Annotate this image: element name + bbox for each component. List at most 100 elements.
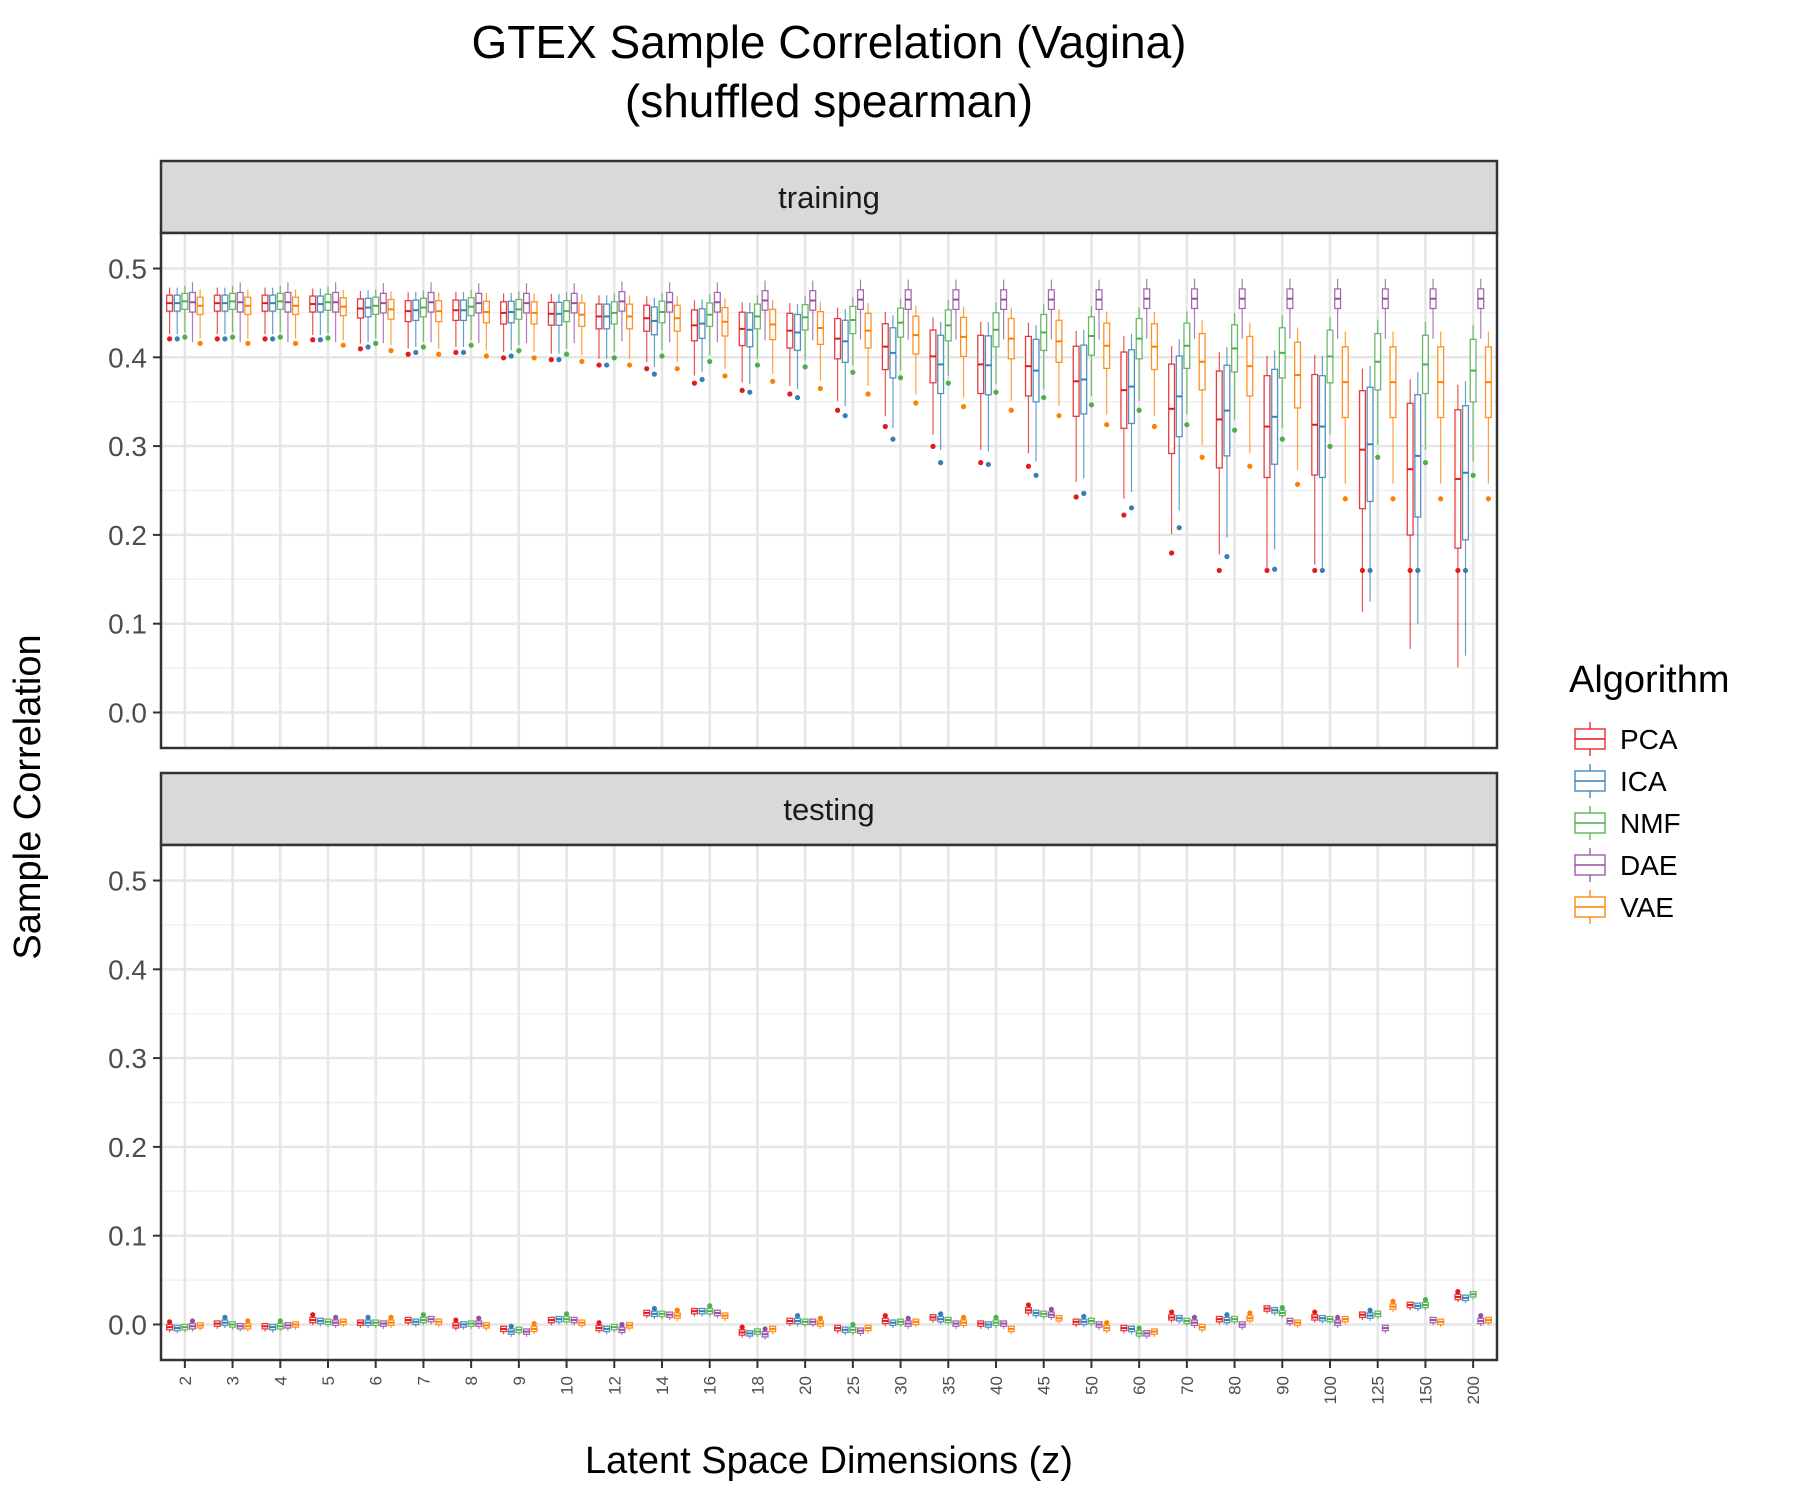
box-dae-25: [856, 279, 865, 340]
outlier-point: [802, 364, 808, 370]
box-ica-3: [221, 1314, 229, 1329]
box-nmf-6: [372, 289, 380, 346]
box-nmf-18: [753, 1328, 761, 1337]
y-axis-title: Sample Correlation: [7, 634, 49, 959]
box-vae-3: [244, 289, 252, 346]
outlier-point: [1272, 566, 1278, 572]
box-dae-90: [1286, 278, 1294, 339]
box-pca-4: [261, 287, 269, 342]
box-pca-10: [547, 293, 555, 363]
box-dae-125: [1381, 278, 1389, 339]
box-ica-45: [1032, 325, 1040, 478]
outlier-point: [1422, 1297, 1429, 1303]
box-nmf-20: [801, 1318, 809, 1328]
outlier-point: [1128, 505, 1135, 511]
box-pca-25: [834, 307, 842, 413]
box-ica-5: [316, 288, 324, 343]
outlier-point: [1184, 422, 1190, 428]
box-nmf-60: [1135, 307, 1143, 413]
box-pca-30: [881, 1313, 889, 1327]
box-ica-40: [984, 322, 992, 468]
box-vae-20: [816, 301, 824, 392]
box-vae-40: [1007, 1325, 1015, 1335]
outlier-point: [1191, 1314, 1198, 1320]
outlier-point: [817, 385, 824, 392]
y-tick-label: 0.4: [108, 342, 147, 373]
box-nmf-200: [1469, 325, 1477, 478]
outlier-point: [292, 340, 299, 346]
outlier-point: [626, 362, 633, 368]
outlier-point: [508, 1323, 514, 1329]
box-nmf-8: [467, 1320, 475, 1329]
box-ica-150: [1414, 372, 1422, 624]
box-nmf-125: [1374, 1310, 1382, 1320]
box-pca-12: [595, 1320, 603, 1334]
x-tick-label: 25: [844, 1376, 863, 1395]
y-tick-label: 0.3: [108, 431, 147, 462]
box-dae-18: [761, 1326, 769, 1340]
box-ica-70: [1175, 1314, 1183, 1324]
box-pca-8: [452, 1317, 460, 1331]
box-ica-2: [173, 287, 181, 342]
outlier-point: [1438, 496, 1444, 502]
box-ica-100: [1318, 1314, 1326, 1324]
box-vae-25: [864, 303, 872, 397]
box-vae-9: [530, 1320, 538, 1335]
box-nmf-80: [1231, 312, 1239, 433]
outlier-point: [651, 1305, 657, 1312]
x-tick-label: 100: [1321, 1376, 1340, 1404]
box-nmf-125: [1374, 320, 1382, 460]
outlier-point: [166, 336, 173, 342]
box-pca-18: [738, 1324, 746, 1338]
outlier-point: [1455, 567, 1461, 574]
box-nmf-10: [563, 1311, 571, 1325]
box-dae-12: [618, 281, 626, 342]
outlier-point: [460, 349, 467, 356]
box-pca-12: [595, 295, 603, 368]
box-ica-125: [1366, 1307, 1374, 1321]
outlier-point: [739, 387, 745, 393]
box-dae-70: [1190, 278, 1199, 339]
box-dae-9: [522, 1328, 531, 1337]
box-ica-25: [841, 1326, 849, 1336]
outlier-point: [365, 1314, 371, 1320]
box-vae-30: [912, 1318, 920, 1328]
box-ica-20: [793, 304, 802, 401]
outlier-point: [850, 369, 856, 375]
box-dae-3: [236, 282, 244, 343]
box-pca-6: [356, 1319, 364, 1329]
box-vae-90: [1294, 1319, 1302, 1329]
box-pca-7: [404, 1316, 412, 1326]
outlier-point: [508, 353, 514, 359]
box-dae-14: [666, 1311, 674, 1321]
box-dae-125: [1381, 1324, 1389, 1334]
outlier-point: [707, 1303, 713, 1309]
x-tick-label: 9: [510, 1376, 529, 1385]
outlier-point: [787, 391, 793, 397]
outlier-point: [579, 358, 585, 365]
box-pca-2: [166, 1319, 174, 1333]
box-pca-100: [1311, 1309, 1319, 1323]
facet-panels: training 0.0 0.1 0.2 0.3 0.4 0.5 testing 0.0 0.1 0…: [108, 159, 1499, 1362]
box-nmf-5: [324, 286, 332, 341]
facet-testing: testing 0.0 0.1 0.2 0.3 0.4 0.5: [108, 771, 1499, 1362]
box-pca-125: [1358, 1311, 1366, 1321]
box-dae-80: [1238, 1321, 1246, 1330]
x-tick-label: 80: [1226, 1376, 1245, 1395]
box-ica-16: [698, 299, 706, 383]
box-pca-100: [1311, 354, 1319, 574]
box-dae-8: [475, 283, 483, 344]
x-tick-label: 12: [605, 1376, 624, 1395]
outlier-point: [596, 1320, 602, 1326]
outlier-point: [1151, 423, 1158, 430]
box-pca-16: [690, 300, 698, 386]
box-ica-30: [889, 315, 897, 442]
box-pca-8: [452, 291, 460, 356]
box-nmf-3: [229, 1321, 237, 1330]
box-ica-14: [650, 1305, 658, 1320]
box-nmf-60: [1135, 1325, 1143, 1339]
box-nmf-25: [849, 1321, 857, 1336]
legend-label: ICA: [1620, 766, 1667, 797]
x-tick-label: 70: [1178, 1376, 1197, 1395]
box-ica-80: [1223, 1312, 1231, 1326]
